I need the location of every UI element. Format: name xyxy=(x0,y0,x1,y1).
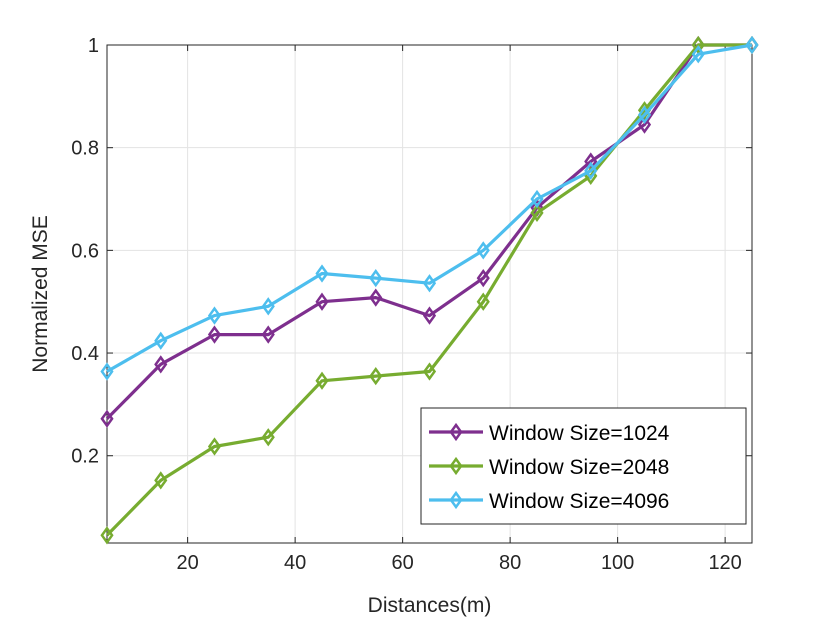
data-point xyxy=(369,288,383,307)
data-point xyxy=(369,367,383,386)
x-tick-label: 80 xyxy=(499,552,521,574)
x-tick-label: 120 xyxy=(708,552,741,574)
x-axis-label: Distances(m) xyxy=(368,594,492,617)
data-point xyxy=(422,362,437,381)
series-line xyxy=(105,43,752,537)
series-3 xyxy=(100,35,759,381)
legend-label: Window Size=2048 xyxy=(489,456,669,479)
data-point xyxy=(207,325,222,344)
legend-entry: Window Size=2048 xyxy=(429,456,669,479)
y-tick-label: 1 xyxy=(88,35,99,57)
data-point xyxy=(315,292,329,311)
series-layer xyxy=(100,35,759,545)
legend-entry: Window Size=1024 xyxy=(429,422,670,445)
y-axis-label: Normalized MSE xyxy=(29,215,52,373)
data-point xyxy=(476,268,490,288)
data-point xyxy=(100,526,114,545)
x-tick-label: 100 xyxy=(601,552,634,574)
data-point xyxy=(100,409,114,428)
data-point xyxy=(261,325,275,344)
data-point xyxy=(691,45,705,64)
data-point xyxy=(422,274,437,293)
axis-ticks: 20 40 60 80 100 120 0.2 0.4 0.6 0.8 1 xyxy=(71,35,752,574)
data-point xyxy=(637,101,652,120)
legend-label: Window Size=4096 xyxy=(489,490,669,513)
plot-frame xyxy=(106,44,753,544)
data-point xyxy=(261,297,275,316)
series-line xyxy=(105,43,752,420)
data-point xyxy=(745,35,759,55)
legend: Window Size=1024 Window Size=2048 Window S… xyxy=(420,407,747,525)
data-point xyxy=(315,371,329,390)
legend-marker xyxy=(449,490,463,510)
x-tick-label: 20 xyxy=(177,552,199,574)
y-tick-label: 0.8 xyxy=(71,138,99,160)
data-point xyxy=(476,292,490,311)
legend-marker xyxy=(449,422,463,442)
x-tick-label: 40 xyxy=(284,552,306,574)
data-point xyxy=(584,161,598,180)
data-point xyxy=(637,105,652,124)
data-point xyxy=(530,189,544,209)
data-point xyxy=(154,471,168,490)
data-point xyxy=(691,35,705,55)
data-point xyxy=(100,362,114,381)
y-tick-label: 0.4 xyxy=(71,343,99,365)
data-point xyxy=(637,115,652,134)
series-line xyxy=(106,43,753,373)
x-tick-label: 60 xyxy=(392,552,414,574)
data-point xyxy=(369,268,383,288)
legend-label: Window Size=1024 xyxy=(489,422,670,445)
data-point xyxy=(207,306,222,325)
legend-entry: Window Size=4096 xyxy=(429,490,669,513)
data-point xyxy=(154,355,168,374)
y-tick-label: 0.2 xyxy=(71,446,99,468)
legend-marker xyxy=(449,456,463,476)
data-point xyxy=(261,428,275,447)
data-point xyxy=(207,437,222,456)
data-point xyxy=(422,306,437,325)
data-point xyxy=(154,331,168,350)
data-point xyxy=(315,264,329,283)
data-point xyxy=(476,241,490,260)
data-point xyxy=(530,203,544,223)
y-tick-label: 0.6 xyxy=(71,240,99,262)
